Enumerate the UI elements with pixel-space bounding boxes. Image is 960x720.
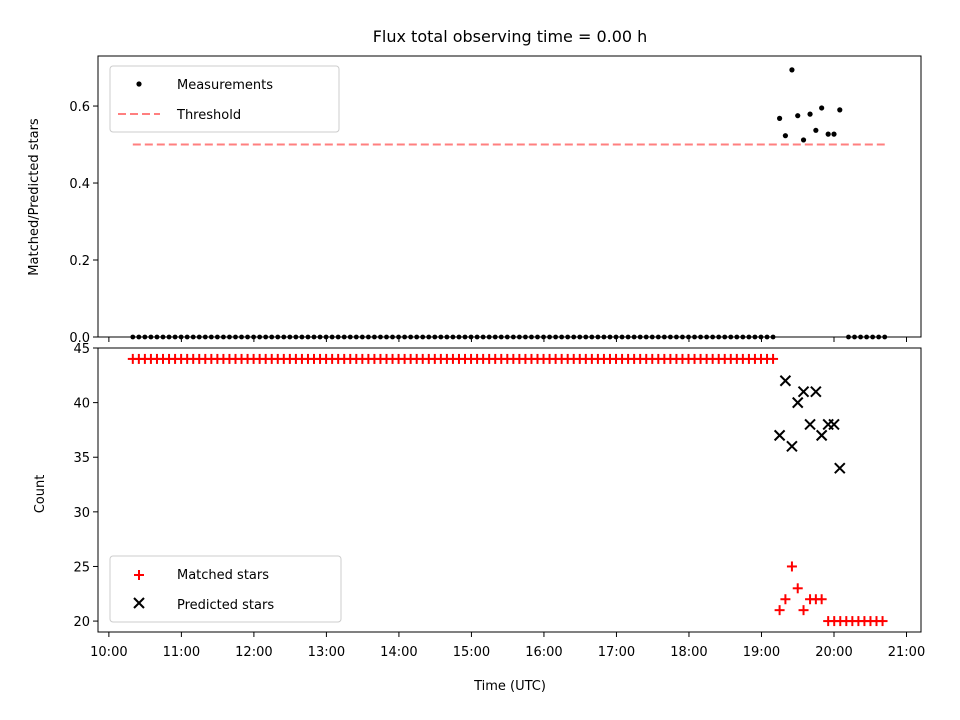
predicted-star-point bbox=[773, 429, 786, 442]
top-y-tick-label: 0.2 bbox=[69, 254, 90, 269]
top-y-tick-label: 0.6 bbox=[69, 100, 90, 115]
legend-threshold-label: Threshold bbox=[176, 108, 241, 123]
bottom-y-tick-label: 45 bbox=[73, 342, 90, 357]
legend-measurements-marker bbox=[136, 81, 142, 87]
measurement-point bbox=[800, 137, 807, 143]
bottom-y-tick-label: 25 bbox=[73, 560, 90, 575]
legend-measurements-label: Measurements bbox=[177, 78, 273, 93]
bottom-panel: Count Time (UTC) 20 25 30 35 40 45 10:00 11:00 1… bbox=[33, 342, 925, 694]
bottom-plot-frame bbox=[97, 347, 922, 633]
x-tick-label: 19:00 bbox=[743, 645, 780, 660]
measurement-point bbox=[777, 115, 783, 121]
x-tick-label: 10:00 bbox=[90, 645, 127, 660]
matched-star-point bbox=[768, 353, 779, 364]
predicted-star-point bbox=[792, 396, 804, 409]
predicted-star-point bbox=[815, 429, 828, 442]
top-panel: Flux total observing time = 0.00 h Match… bbox=[27, 27, 922, 346]
measurement-point bbox=[795, 113, 801, 119]
x-tick-label: 12:00 bbox=[235, 645, 272, 660]
predicted-star-point bbox=[779, 375, 792, 387]
x-tick-label: 16:00 bbox=[525, 645, 562, 660]
measurement-point bbox=[819, 105, 825, 111]
bottom-y-axis-label: Count bbox=[33, 475, 48, 514]
x-tick-label: 15:00 bbox=[453, 645, 490, 660]
top-legend-box bbox=[109, 65, 340, 133]
measurement-point bbox=[825, 131, 831, 137]
matched-star-point bbox=[792, 583, 803, 594]
x-axis-label: Time (UTC) bbox=[473, 679, 546, 694]
legend-predicted-marker bbox=[133, 597, 145, 609]
matched-star-point bbox=[774, 605, 785, 616]
x-tick-label: 13:00 bbox=[308, 645, 345, 660]
bottom-legend: Matched stars Predicted stars bbox=[109, 555, 342, 623]
predicted-star-point bbox=[786, 440, 798, 453]
top-ticks-group: 0.0 0.2 0.4 0.6 bbox=[69, 100, 907, 346]
x-tick-label: 11:00 bbox=[163, 645, 200, 660]
bottom-y-tick-label: 40 bbox=[73, 397, 90, 412]
x-tick-label: 20:00 bbox=[815, 645, 852, 660]
bottom-legend-box bbox=[109, 555, 342, 623]
x-tick-label: 21:00 bbox=[888, 645, 925, 660]
measurement-point bbox=[837, 107, 843, 113]
matched-star-point bbox=[798, 605, 809, 616]
predicted-star-point bbox=[834, 462, 846, 474]
x-tick-label: 14:00 bbox=[380, 645, 417, 660]
matched-star-point bbox=[877, 616, 888, 627]
legend-predicted-label: Predicted stars bbox=[177, 598, 274, 613]
chart-title: Flux total observing time = 0.00 h bbox=[373, 27, 648, 46]
top-plot-frame bbox=[97, 55, 922, 338]
measurement-point bbox=[782, 133, 789, 139]
matched-star-point bbox=[786, 561, 797, 572]
legend-matched-marker bbox=[134, 570, 144, 580]
measurement-point bbox=[807, 111, 813, 117]
measurement-point bbox=[831, 131, 837, 137]
x-tick-label: 18:00 bbox=[670, 645, 707, 660]
top-y-tick-label: 0.4 bbox=[69, 177, 90, 192]
top-y-tick-label: 0.0 bbox=[69, 331, 90, 346]
matched-star-point bbox=[780, 594, 791, 605]
count-points-group bbox=[127, 353, 888, 627]
predicted-star-point bbox=[828, 418, 840, 431]
bottom-y-tick-label: 35 bbox=[73, 451, 90, 466]
bottom-y-tick-label: 30 bbox=[73, 506, 90, 521]
top-y-axis-label: Matched/Predicted stars bbox=[27, 118, 42, 276]
bottom-ticks-group: 20 25 30 35 40 45 10:00 11:00 12:00 13:00 14:00 15:… bbox=[73, 342, 925, 660]
predicted-star-point bbox=[804, 418, 816, 431]
matched-star-point bbox=[816, 594, 827, 605]
predicted-star-point bbox=[797, 385, 810, 398]
measurement-point bbox=[813, 127, 819, 133]
x-tick-label: 17:00 bbox=[598, 645, 635, 660]
legend-matched-label: Matched stars bbox=[177, 568, 269, 583]
measurement-point bbox=[789, 67, 795, 73]
bottom-y-tick-label: 20 bbox=[73, 615, 90, 630]
top-legend: Measurements Threshold bbox=[109, 65, 340, 133]
predicted-star-point bbox=[810, 385, 822, 398]
